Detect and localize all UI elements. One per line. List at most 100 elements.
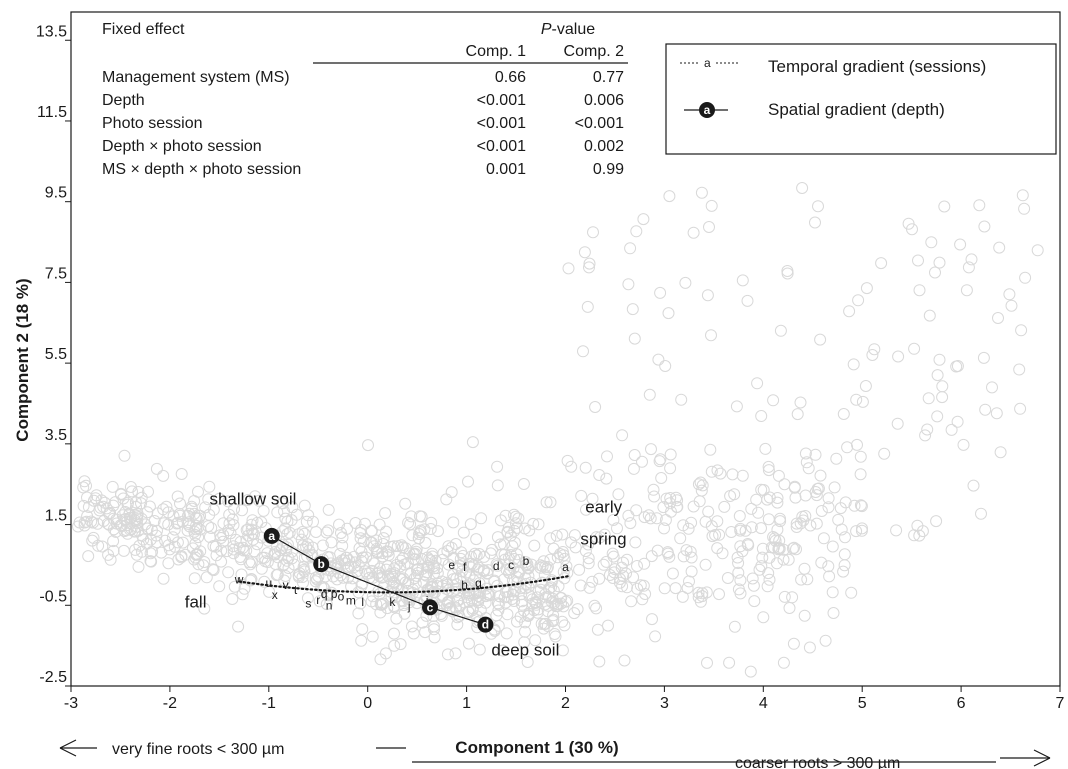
background-point [659, 514, 672, 526]
background-point [607, 514, 620, 526]
background-point [80, 479, 92, 492]
background-point [734, 574, 747, 587]
background-point [547, 613, 560, 626]
background-point [845, 586, 858, 599]
background-point [255, 516, 268, 529]
background-point [854, 468, 867, 481]
table-row-comp1: <0.001 [477, 115, 526, 132]
background-point [259, 555, 272, 568]
x-tick-label: 7 [1056, 695, 1065, 712]
background-point [645, 550, 658, 563]
background-point [376, 597, 389, 610]
background-point [679, 276, 692, 289]
background-point [103, 507, 116, 520]
background-point [990, 407, 1003, 420]
background-point [556, 644, 569, 657]
background-point [503, 566, 515, 579]
background-point [529, 634, 542, 647]
background-point [126, 485, 138, 498]
background-point [822, 492, 835, 505]
background-point [407, 627, 420, 640]
background-point [518, 522, 531, 535]
background-point [457, 526, 470, 539]
background-point [848, 499, 861, 512]
background-point [902, 217, 915, 230]
background-point [711, 464, 724, 477]
background-point [839, 531, 851, 544]
background-point [701, 289, 714, 302]
background-point [547, 609, 560, 622]
background-point [696, 587, 709, 600]
background-point [579, 461, 592, 474]
background-point [355, 554, 368, 567]
background-point [322, 503, 335, 516]
background-point [544, 532, 557, 545]
background-point [664, 497, 676, 510]
background-point [960, 284, 973, 297]
background-point [649, 630, 662, 643]
background-point [680, 544, 693, 557]
background-point [575, 489, 588, 502]
background-point [500, 627, 513, 640]
background-point [694, 476, 707, 489]
background-point [756, 542, 769, 555]
background-point [736, 545, 749, 558]
background-point [921, 423, 934, 436]
background-point [658, 582, 671, 595]
background-point [1014, 402, 1027, 415]
background-point [778, 590, 791, 603]
background-point [704, 443, 717, 456]
background-point [756, 551, 769, 564]
table-row-comp1: 0.001 [486, 161, 526, 178]
background-point [428, 623, 440, 636]
background-point [726, 468, 739, 481]
background-point [1015, 324, 1028, 337]
background-point [298, 527, 311, 540]
background-point [732, 557, 745, 569]
background-point [508, 553, 521, 565]
background-point [855, 500, 868, 513]
background-point [467, 574, 480, 587]
background-point [521, 656, 534, 668]
background-point [922, 392, 935, 405]
background-point [491, 460, 504, 473]
background-point [115, 488, 127, 501]
background-point [391, 540, 404, 553]
table-row-effect: Management system (MS) [102, 69, 290, 86]
background-point [244, 558, 257, 571]
session-label-n: n [326, 598, 333, 612]
background-point [856, 395, 869, 408]
background-point [597, 558, 610, 571]
background-point [629, 536, 642, 549]
background-point [855, 524, 868, 537]
background-point [504, 549, 517, 561]
background-point [171, 536, 184, 549]
background-point [388, 567, 401, 580]
background-point [228, 503, 240, 516]
background-point [322, 524, 335, 537]
depth-node-b [313, 556, 330, 573]
background-point [734, 524, 747, 537]
background-point [409, 553, 422, 566]
background-point [854, 450, 867, 463]
background-point [638, 511, 651, 524]
background-point [683, 575, 695, 588]
table-col1-header: Comp. 1 [466, 43, 527, 60]
background-point [248, 545, 261, 558]
background-point [207, 503, 220, 516]
background-point [325, 536, 338, 549]
background-point [419, 626, 431, 639]
background-point [352, 607, 365, 620]
background-point [654, 286, 667, 299]
background-point [470, 533, 483, 546]
background-point [214, 529, 227, 542]
background-point [150, 529, 163, 542]
session-label-p: p [331, 587, 338, 601]
background-point [753, 563, 766, 576]
background-point [491, 559, 504, 572]
background-point [200, 571, 213, 584]
background-point [653, 455, 666, 468]
background-point [226, 513, 239, 526]
background-point [774, 324, 787, 337]
